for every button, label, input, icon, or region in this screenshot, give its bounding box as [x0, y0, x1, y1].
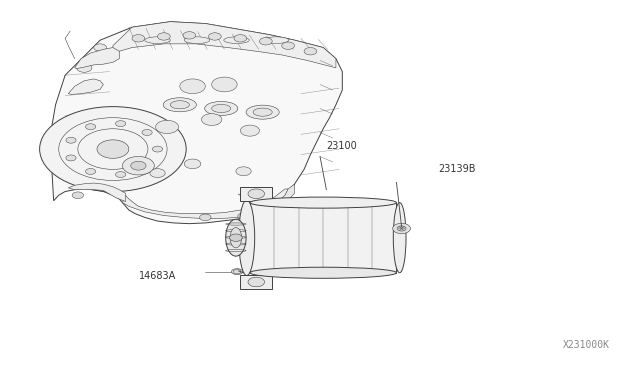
Circle shape	[248, 277, 264, 287]
Ellipse shape	[226, 219, 246, 256]
Ellipse shape	[145, 37, 170, 44]
Ellipse shape	[205, 102, 238, 115]
Ellipse shape	[224, 37, 249, 44]
Circle shape	[200, 214, 211, 221]
Circle shape	[157, 33, 170, 40]
Circle shape	[248, 189, 264, 199]
Circle shape	[77, 63, 92, 72]
Circle shape	[86, 169, 96, 174]
Circle shape	[397, 226, 406, 231]
Circle shape	[131, 161, 146, 170]
Circle shape	[180, 79, 205, 94]
Circle shape	[66, 137, 76, 143]
Circle shape	[150, 169, 165, 177]
Circle shape	[86, 124, 96, 130]
Circle shape	[212, 77, 237, 92]
Text: 14683A: 14683A	[140, 272, 177, 282]
Circle shape	[142, 129, 152, 135]
Circle shape	[234, 269, 241, 274]
Ellipse shape	[232, 269, 243, 275]
Circle shape	[122, 157, 154, 175]
Circle shape	[230, 234, 243, 241]
Ellipse shape	[263, 37, 289, 44]
Circle shape	[202, 113, 222, 125]
Polygon shape	[250, 203, 396, 273]
Circle shape	[116, 121, 125, 126]
Ellipse shape	[212, 105, 231, 112]
Circle shape	[132, 35, 145, 42]
Circle shape	[116, 171, 125, 177]
Polygon shape	[241, 275, 272, 289]
Circle shape	[393, 223, 410, 234]
Circle shape	[72, 192, 84, 199]
Circle shape	[259, 38, 272, 45]
Polygon shape	[68, 79, 103, 94]
Ellipse shape	[250, 197, 396, 208]
Polygon shape	[49, 22, 342, 224]
Ellipse shape	[239, 200, 255, 276]
Text: X231000K: X231000K	[563, 340, 610, 350]
Circle shape	[142, 163, 152, 169]
Circle shape	[209, 33, 221, 40]
Text: 23100: 23100	[326, 141, 357, 151]
Ellipse shape	[184, 37, 210, 44]
Circle shape	[236, 167, 251, 176]
Ellipse shape	[250, 267, 396, 278]
Polygon shape	[241, 187, 272, 201]
Text: 23139B: 23139B	[438, 164, 476, 174]
Circle shape	[241, 125, 259, 136]
Circle shape	[94, 44, 106, 51]
Ellipse shape	[246, 105, 279, 119]
Ellipse shape	[163, 98, 196, 112]
Circle shape	[304, 48, 317, 55]
Circle shape	[234, 35, 246, 42]
Circle shape	[238, 213, 249, 219]
Ellipse shape	[230, 228, 242, 248]
Polygon shape	[113, 22, 336, 68]
Polygon shape	[122, 189, 288, 218]
Circle shape	[183, 32, 196, 39]
Circle shape	[97, 140, 129, 158]
Circle shape	[263, 202, 275, 209]
Ellipse shape	[170, 101, 189, 109]
Polygon shape	[266, 184, 294, 212]
Ellipse shape	[394, 203, 406, 273]
Circle shape	[152, 146, 163, 152]
Circle shape	[156, 120, 179, 134]
Polygon shape	[68, 183, 125, 202]
Circle shape	[282, 42, 294, 49]
Circle shape	[66, 155, 76, 161]
Ellipse shape	[253, 108, 272, 116]
Circle shape	[184, 159, 201, 169]
Circle shape	[40, 107, 186, 192]
Polygon shape	[75, 48, 119, 68]
